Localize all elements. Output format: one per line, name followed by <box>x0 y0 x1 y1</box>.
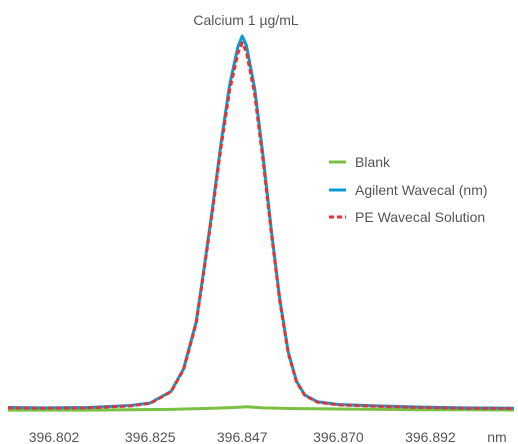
x-tick-label: 396.847 <box>217 429 268 444</box>
x-tick-label: 396.870 <box>313 429 364 444</box>
legend-label-pe: PE Wavecal Solution <box>355 209 485 225</box>
x-axis-label: nm <box>487 429 506 444</box>
legend-item-agilent: Agilent Wavecal (nm) <box>329 182 488 198</box>
x-tick-label: 396.892 <box>405 429 456 444</box>
legend-item-pe: PE Wavecal Solution <box>329 209 485 225</box>
series-line-pe-wavecal-solution <box>7 41 515 411</box>
legend: Blank Agilent Wavecal (nm) PE Wavecal So… <box>329 154 488 225</box>
series-line-blank <box>8 405 515 412</box>
x-tick-label: 396.825 <box>125 429 176 444</box>
x-axis-ticks: 396.802 396.825 396.847 396.870 396.892 <box>29 429 456 444</box>
legend-label-blank: Blank <box>355 154 391 170</box>
series-layer <box>7 34 515 412</box>
chart-title: Calcium 1 µg/mL <box>193 12 299 28</box>
legend-item-blank: Blank <box>329 154 391 170</box>
x-tick-label: 396.802 <box>29 429 80 444</box>
legend-label-agilent: Agilent Wavecal (nm) <box>355 182 488 198</box>
